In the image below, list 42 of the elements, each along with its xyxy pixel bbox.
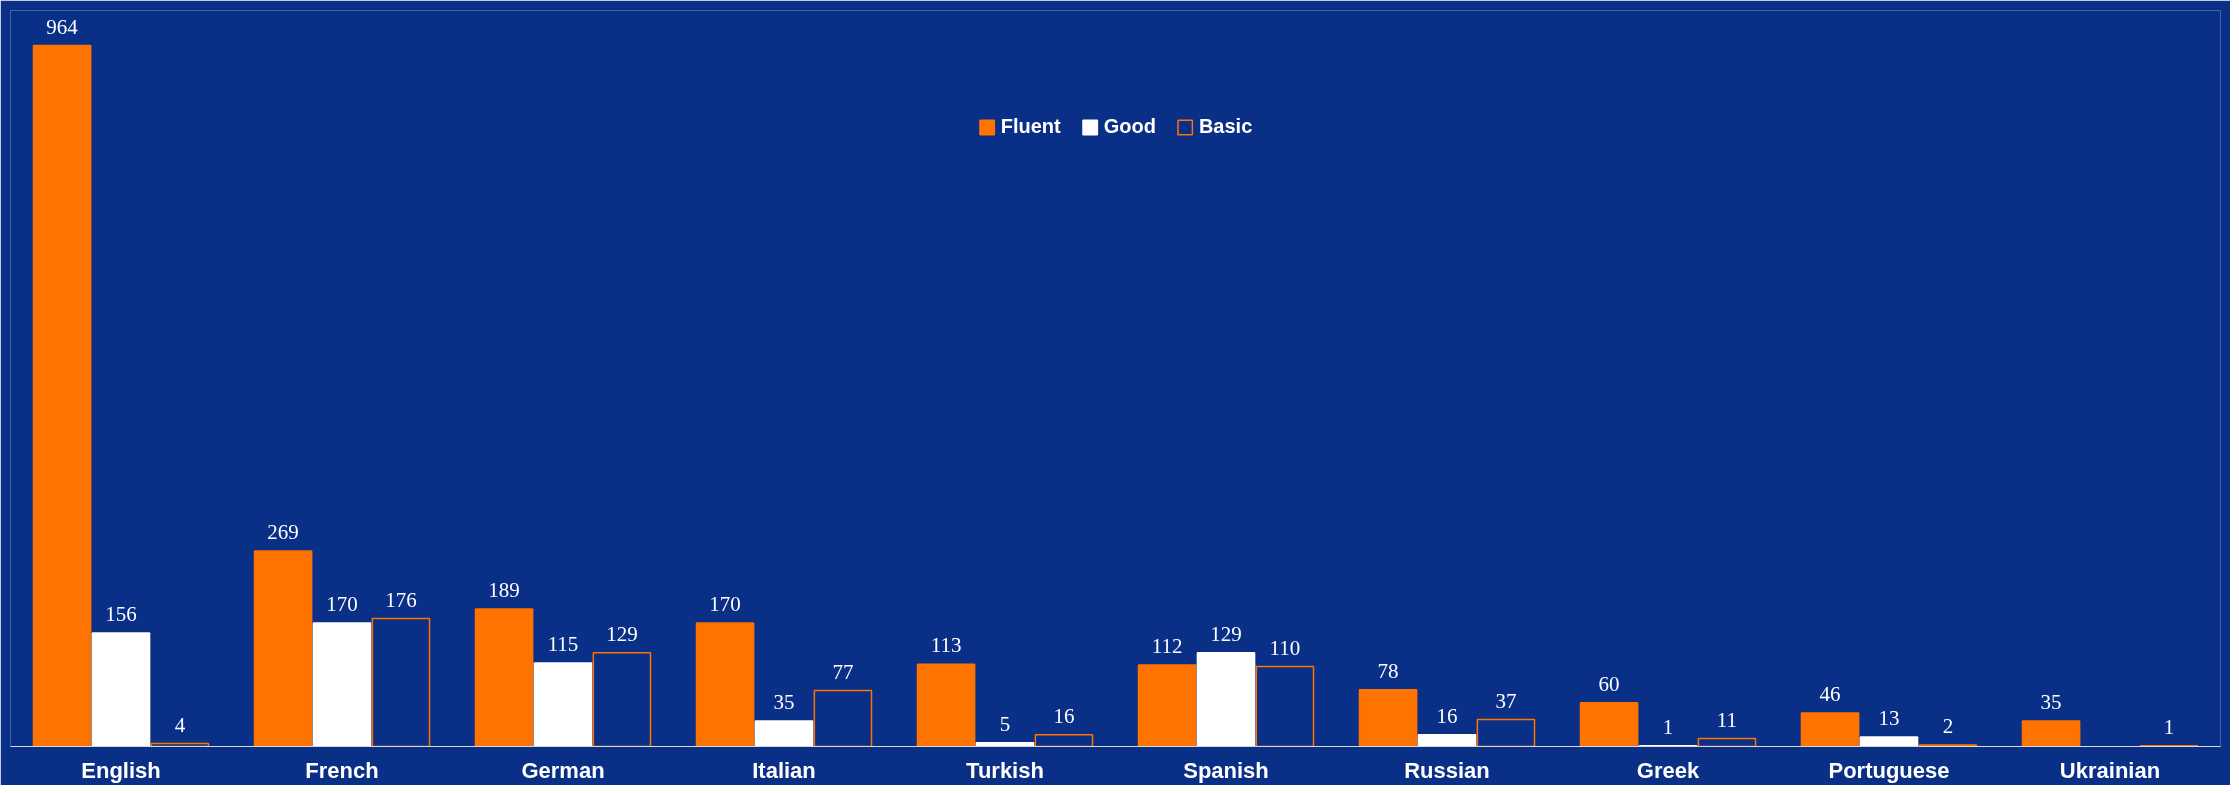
data-label: 2 [1942, 714, 1954, 739]
data-label: 11 [1716, 707, 1738, 732]
data-label: 129 [1210, 621, 1242, 646]
data-label: 964 [46, 14, 79, 39]
x-tick-label: English [81, 757, 161, 783]
data-label: 269 [267, 519, 299, 544]
data-label: 170 [709, 591, 741, 616]
data-label: 16 [1436, 703, 1458, 728]
data-label: 77 [832, 659, 854, 684]
legend-label: Good [1103, 115, 1156, 138]
x-tick-label: Russian [1404, 757, 1490, 783]
data-label: 60 [1598, 671, 1620, 696]
legend-label: Fluent [1000, 115, 1061, 138]
x-tick-label: Greek [1636, 757, 1700, 783]
data-label: 1 [2163, 714, 2175, 739]
x-tick-label: Ukrainian [2059, 757, 2161, 783]
data-label: 78 [1377, 658, 1399, 683]
x-tick-label: Italian [752, 757, 816, 783]
data-label: 1 [1662, 714, 1674, 739]
data-label: 35 [773, 690, 795, 715]
data-label: 46 [1819, 682, 1841, 707]
x-tick-label: German [521, 757, 605, 783]
data-label: 4 [174, 712, 186, 737]
x-tick-label: Spanish [1183, 757, 1269, 783]
legend-label: Basic [1198, 115, 1253, 138]
data-label: 113 [930, 633, 962, 658]
data-label: 176 [385, 587, 417, 612]
data-label: 170 [326, 591, 358, 616]
data-label: 35 [2040, 690, 2062, 715]
data-label: 189 [488, 578, 520, 603]
data-label: 156 [105, 602, 137, 627]
data-label: 37 [1495, 688, 1517, 713]
x-tick-label: Turkish [966, 757, 1044, 783]
data-label: 129 [606, 621, 638, 646]
x-tick-label: Portuguese [1828, 757, 1950, 783]
x-tick-label: French [305, 757, 379, 783]
data-label: 13 [1878, 706, 1900, 731]
data-label: 16 [1053, 703, 1075, 728]
data-label: 5 [999, 711, 1011, 736]
data-label: 112 [1151, 634, 1183, 659]
data-label: 110 [1269, 635, 1301, 660]
data-label: 115 [547, 631, 579, 656]
